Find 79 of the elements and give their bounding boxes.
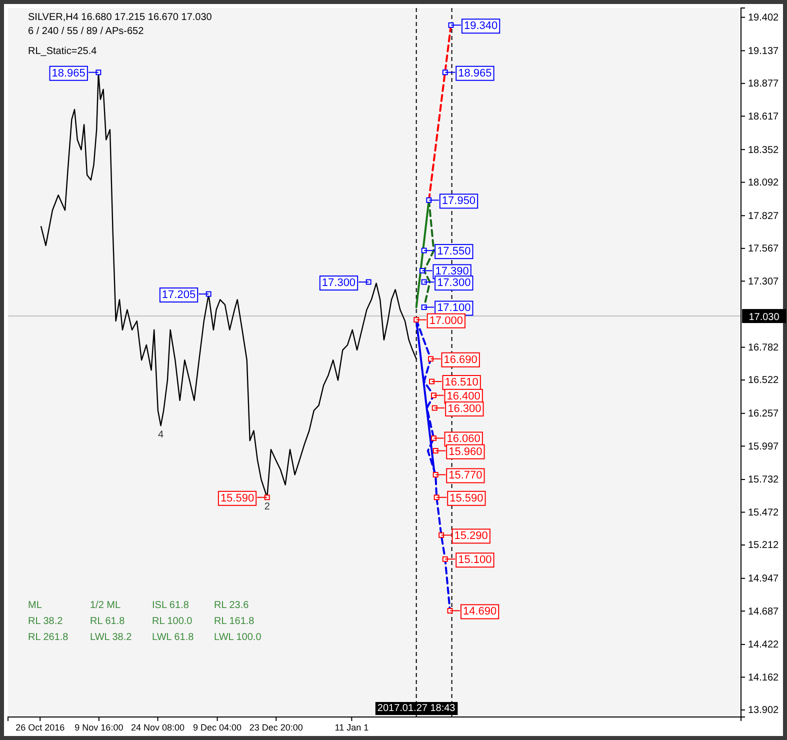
y-tick-label: 15.997: [748, 441, 780, 452]
data-label: 14.690: [462, 606, 497, 618]
x-tick-label: 26 Oct 2016: [16, 722, 65, 732]
y-tick-label: 18.877: [748, 78, 780, 90]
data-label: 16.690: [444, 354, 478, 366]
x-tick-label: 11 Jan 1: [334, 722, 369, 732]
data-label: 16.060: [446, 433, 480, 446]
text: 6 / 240 / 55 / 89 / APs-652: [28, 26, 144, 37]
data-label: 15.960: [448, 446, 482, 458]
point: [438, 532, 444, 538]
y-tick-label: 18.092: [748, 177, 780, 188]
chart-title: SILVER,H4 16.680 17.215 16.670 17.030: [28, 12, 212, 23]
x-tick-label: 23 Dec 20:00: [249, 722, 303, 732]
y-tick-label: 14.162: [748, 672, 780, 684]
y-tick-label: 15.732: [748, 474, 780, 486]
annotation: 4: [158, 430, 164, 441]
y-tick-label: 15.472: [748, 507, 780, 518]
annotation: LWL 61.8: [152, 632, 194, 643]
data-label: 15.290: [454, 530, 488, 542]
data-label: 16.510: [444, 376, 478, 389]
y-tick-label: 18.352: [748, 144, 780, 156]
y-tick-label: 18.617: [748, 111, 780, 122]
data-label: 16.400: [446, 390, 480, 402]
x-tick-label: 24 Nov 08:00: [131, 722, 185, 732]
annotation: 2: [264, 501, 270, 512]
annotation: RL 100.0: [152, 616, 193, 627]
data-label: 17.205: [162, 288, 196, 301]
point: [429, 378, 434, 384]
point: [366, 279, 372, 285]
point: [414, 317, 420, 323]
annotation: RL 261.8: [28, 632, 69, 643]
y-tick-label: 14.947: [748, 574, 780, 585]
y-tick-label: 13.902: [748, 705, 780, 716]
y-tick-label: 17.307: [748, 276, 780, 288]
data-label: 17.950: [442, 195, 476, 208]
data-label: 17.300: [437, 277, 471, 290]
annotation: RL 38.2: [28, 616, 64, 627]
y-tick-label: 19.137: [748, 46, 780, 57]
ref-line-label: 17.030: [748, 312, 780, 324]
data-label: 15.770: [448, 470, 482, 482]
y-tick-label: 14.422: [748, 640, 780, 651]
annotation: ML: [28, 600, 42, 611]
point: [448, 22, 454, 28]
data-label: 19.340: [464, 20, 498, 32]
y-tick-label: 14.687: [748, 606, 780, 618]
annotation: LWL 38.2: [90, 632, 132, 643]
data-label: 18.965: [458, 67, 492, 80]
y-tick-label: 16.782: [748, 342, 780, 354]
point: [447, 608, 453, 614]
data-label: 15.590: [450, 492, 484, 504]
data-label: 17.000: [429, 314, 463, 327]
point: [431, 392, 436, 398]
annotation: LWL 100.0: [214, 632, 262, 643]
data-label: 17.300: [322, 277, 356, 290]
y-tick-label: 17.827: [748, 210, 780, 222]
data-label: 17.100: [437, 302, 471, 314]
y-tick-label: 16.257: [748, 408, 780, 420]
point: [264, 494, 270, 500]
annotation: RL_Static=25.4: [28, 46, 98, 57]
data-label: 17.550: [437, 246, 471, 258]
data-label: 15.590: [220, 492, 254, 504]
annotation: ISL 61.8: [152, 600, 190, 611]
data-label: 17.390: [435, 266, 469, 278]
y-tick-label: 17.567: [748, 244, 780, 255]
y-tick-label: 15.212: [748, 540, 780, 552]
ref-line-label: 2017.01.27 18:43: [377, 703, 456, 714]
data-label: 18.965: [52, 67, 86, 80]
data-label: 15.100: [458, 554, 492, 566]
y-tick-label: 16.522: [748, 375, 780, 386]
annotation: RL 61.8: [90, 616, 126, 627]
x-tick-label: 9 Nov 16:00: [74, 722, 124, 732]
annotation: 1/2 ML: [90, 600, 122, 611]
data-label: 16.300: [448, 402, 482, 415]
annotation: RL 161.8: [214, 616, 255, 627]
x-tick-label: 9 Dec 04:00: [193, 722, 242, 732]
point: [426, 197, 432, 203]
point: [431, 435, 436, 441]
annotation: RL 23.6: [214, 600, 250, 611]
y-tick-label: 19.402: [748, 12, 780, 24]
